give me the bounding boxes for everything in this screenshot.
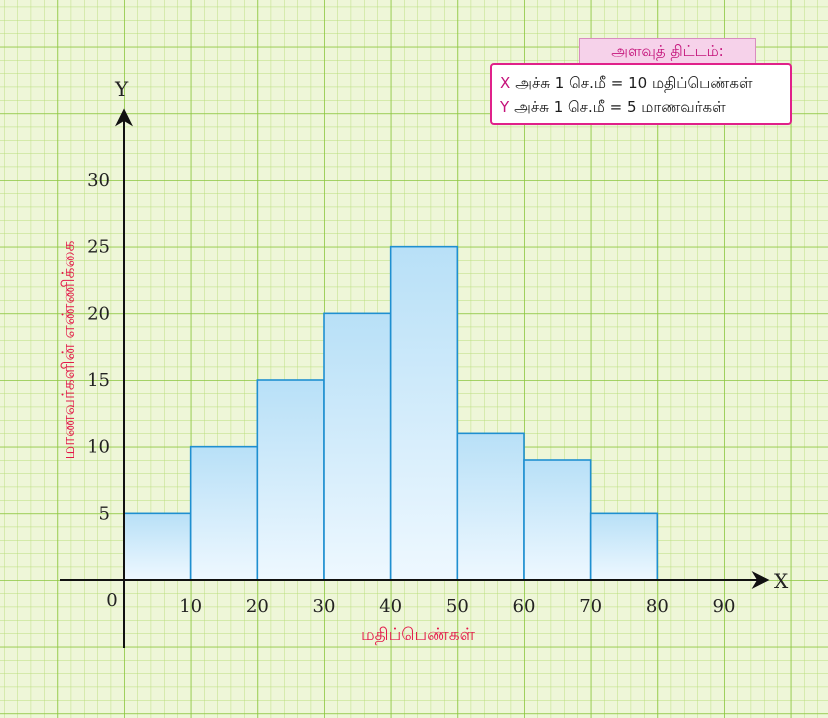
bar-70-80 — [589, 512, 659, 581]
bar-60-70 — [523, 459, 592, 581]
x-tick-label: 30 — [313, 596, 336, 617]
x-tick-label: 70 — [579, 596, 602, 617]
scale-legend-box: X அச்சு 1 செ.மீ = 10 மதிப்பெண்கள் Y அச்சு … — [490, 63, 792, 125]
y-tick-label: 5 — [99, 503, 110, 524]
y-tick-label: 15 — [87, 370, 110, 391]
x-tick-label: 80 — [646, 596, 669, 617]
x-tick-label: 40 — [379, 596, 402, 617]
scale-x-letter: X — [500, 74, 511, 92]
x-axis-title: மதிப்பெண்கள் — [361, 625, 476, 645]
y-tick-labels: 5 10 15 20 25 30 — [87, 170, 110, 524]
scale-y-line: Y அச்சு 1 செ.மீ = 5 மாணவர்கள் — [500, 95, 782, 119]
bar-30-40 — [323, 312, 392, 581]
bar-10-20 — [189, 445, 259, 581]
x-tick-label: 20 — [246, 596, 269, 617]
x-tick-label: 50 — [446, 596, 469, 617]
bar-50-60 — [456, 432, 525, 581]
bar-40-50 — [389, 245, 459, 581]
x-tick-label: 60 — [513, 596, 536, 617]
bar-20-30 — [256, 379, 325, 581]
bar-0-10 — [123, 512, 192, 581]
scale-x-line: X அச்சு 1 செ.மீ = 10 மதிப்பெண்கள் — [500, 71, 782, 95]
scale-x-text: அச்சு 1 செ.மீ = 10 மதிப்பெண்கள் — [515, 74, 753, 92]
y-tick-label: 30 — [87, 170, 110, 191]
scale-y-text: அச்சு 1 செ.மீ = 5 மாணவர்கள் — [514, 98, 726, 116]
x-tick-label: 10 — [179, 596, 202, 617]
origin-label: 0 — [106, 590, 117, 611]
scale-title: அளவுத் திட்டம்: — [579, 38, 756, 64]
bars — [123, 245, 659, 581]
scale-y-letter: Y — [500, 98, 510, 116]
y-tick-label: 10 — [87, 437, 110, 458]
y-tick-label: 25 — [87, 237, 110, 258]
x-tick-labels: 10 20 30 40 50 60 70 80 90 — [179, 596, 735, 617]
y-axis-title: மாணவர்களின் எண்ணிக்கை — [59, 240, 79, 459]
x-axis-letter: X — [774, 569, 789, 593]
x-tick-label: 90 — [713, 596, 736, 617]
y-axis-letter: Y — [114, 77, 129, 101]
y-tick-label: 20 — [87, 303, 110, 324]
